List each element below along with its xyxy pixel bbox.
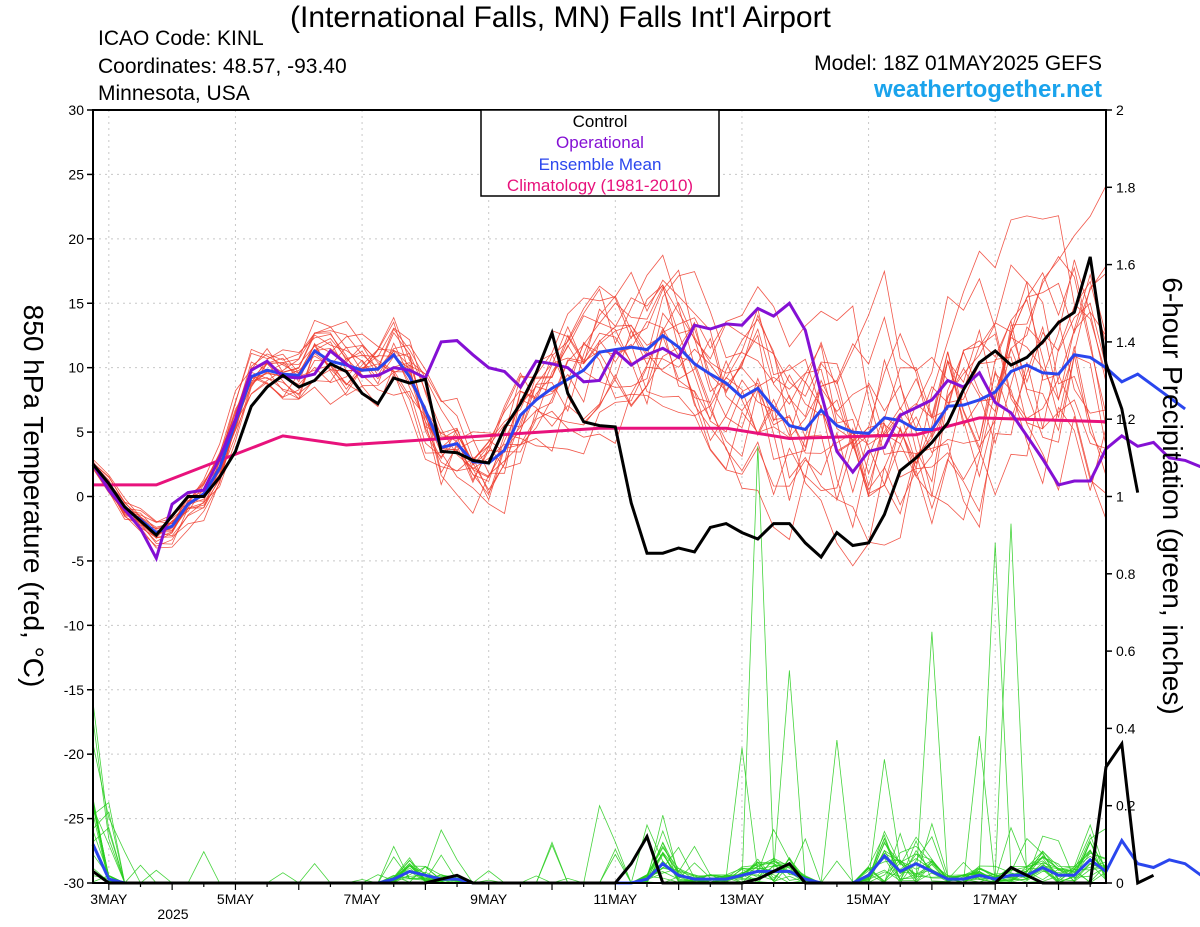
operational-line: [91, 301, 1200, 563]
legend-frame: [480, 109, 720, 197]
precip-member-line: [92, 670, 1107, 884]
precip-member-line: [92, 800, 1107, 884]
icao-code: ICAO Code: KINL: [98, 27, 264, 50]
right-tick-label: 1.4: [1116, 334, 1136, 350]
temperature-member-line: [92, 185, 1107, 547]
precip-member-line: [92, 747, 1107, 884]
left-tick-label: 0: [76, 489, 84, 505]
right-tick-label: 0.4: [1116, 720, 1136, 736]
temperature-member-line: [92, 271, 1107, 537]
right-tick-label: 2: [1116, 102, 1124, 118]
chart-title: (International Falls, MN) Falls Int'l Ai…: [290, 1, 831, 34]
precip-member-line: [92, 759, 1107, 884]
left-tick-label: -15: [64, 682, 84, 698]
legend-control: Control: [573, 112, 628, 131]
precip-member-line: [92, 446, 1107, 884]
legend-operational: Operational: [556, 133, 644, 152]
left-tick-label: -25: [64, 811, 84, 827]
x-tick-label: 17MAY: [973, 891, 1019, 907]
precip-member-line: [92, 798, 1107, 884]
precip-member-line: [92, 736, 1107, 884]
precip-member-line: [92, 823, 1107, 884]
precip-member-line: [92, 542, 1107, 884]
left-axis-label: 850 hPa Temperature (red, °C): [18, 305, 49, 688]
temperature-member-line: [92, 280, 1107, 567]
temperature-member-line: [92, 273, 1107, 546]
coordinates: Coordinates: 48.57, -93.40: [98, 55, 347, 78]
legend-climatology: Climatology (1981-2010): [507, 176, 693, 195]
left-tick-label: 25: [68, 166, 84, 182]
right-tick-label: 1.8: [1116, 179, 1136, 195]
temperature-member-line: [92, 285, 1107, 539]
temperature-member-line: [92, 215, 1107, 529]
left-tick-label: -30: [64, 875, 84, 891]
control-line: [91, 256, 1140, 560]
precip-member-line: [92, 807, 1107, 884]
left-tick-label: 15: [68, 295, 84, 311]
left-tick-label: 30: [68, 102, 84, 118]
right-tick-label: 0.2: [1116, 798, 1136, 814]
right-axis-label: 6-hour Precipitation (green, inches): [1157, 277, 1188, 714]
precip-member-line: [92, 804, 1107, 884]
temperature-member-line: [92, 299, 1107, 533]
left-tick-label: -10: [64, 617, 84, 633]
x-tick-label: 5MAY: [217, 891, 255, 907]
left-tick-label: 20: [68, 231, 84, 247]
legend: Control Operational Ensemble Mean Climat…: [480, 109, 720, 197]
precip-member-line: [92, 743, 1107, 884]
precip-member-line: [92, 805, 1107, 884]
x-tick-label: 15MAY: [846, 891, 892, 907]
right-tick-label: 1.2: [1116, 411, 1136, 427]
precip-member-line: [92, 806, 1107, 884]
website-link[interactable]: weathertogether.net: [873, 76, 1102, 103]
temperature-member-line: [92, 254, 1107, 537]
grid: [93, 110, 1106, 883]
legend-ensemble-mean: Ensemble Mean: [539, 155, 662, 174]
x-tick-label: 11MAY: [593, 891, 637, 907]
x-tick-label: 7MAY: [344, 891, 382, 907]
region: Minnesota, USA: [98, 82, 250, 105]
right-tick-label: 0.6: [1116, 643, 1136, 659]
ensemble-members: [92, 185, 1107, 567]
precip-member-line: [92, 719, 1107, 884]
x-tick-label: 9MAY: [470, 891, 508, 907]
temperature-member-line: [92, 273, 1107, 528]
left-tick-label: 5: [76, 424, 84, 440]
right-tick-label: 0.8: [1116, 566, 1136, 582]
year-label: 2025: [157, 906, 188, 922]
temperature-member-line: [92, 319, 1107, 531]
axes: 302520151050-5-10-15-20-25-3021.81.61.41…: [64, 102, 1136, 907]
precip-member-line: [92, 523, 1107, 884]
left-tick-label: -5: [72, 553, 85, 569]
precip-member-line: [92, 826, 1107, 884]
right-tick-label: 1.6: [1116, 257, 1136, 273]
right-tick-label: 0: [1116, 875, 1124, 891]
left-tick-label: -20: [64, 746, 84, 762]
precip-member-line: [92, 739, 1107, 884]
model-run: Model: 18Z 01MAY2025 GEFS: [814, 52, 1102, 75]
x-tick-label: 3MAY: [90, 891, 128, 907]
precip-members: [92, 446, 1107, 884]
ensemble-mean-line: [91, 333, 1186, 535]
left-tick-label: 10: [68, 360, 84, 376]
right-tick-label: 1: [1116, 489, 1124, 505]
x-tick-label: 13MAY: [720, 891, 766, 907]
main-series: [91, 256, 1200, 886]
